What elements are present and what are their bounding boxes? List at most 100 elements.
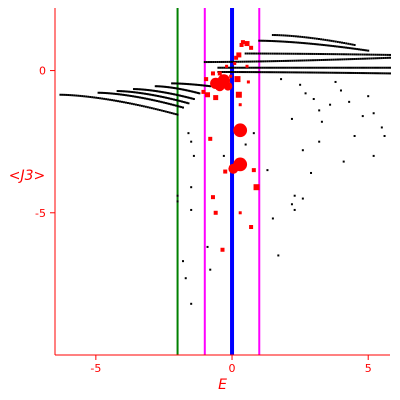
data-point: [157, 100, 160, 103]
data-point: [346, 71, 349, 74]
data-point: [178, 105, 181, 108]
data-point: [356, 66, 359, 69]
data-point: [294, 35, 297, 38]
data-point: [279, 66, 282, 69]
marker-point: [253, 184, 260, 191]
data-point: [138, 96, 141, 99]
data-point: [254, 71, 257, 74]
data-point: [384, 56, 387, 59]
data-point: [263, 39, 266, 42]
data-point: [319, 53, 322, 56]
data-point: [156, 100, 159, 103]
data-point: [261, 71, 264, 74]
data-point: [161, 101, 164, 104]
data-point: [328, 58, 331, 61]
data-point: [164, 96, 167, 99]
data-point: [358, 66, 361, 69]
data-point: [121, 90, 124, 93]
data-point: [194, 83, 197, 86]
data-point: [139, 88, 142, 91]
data-point: [305, 52, 308, 55]
data-point: [99, 91, 102, 94]
data-point: [252, 66, 255, 69]
data-point: [310, 171, 313, 174]
data-point: [193, 83, 196, 86]
data-point: [300, 66, 303, 69]
marker-point: [246, 80, 250, 84]
data-point: [177, 82, 180, 85]
marker-point: [220, 247, 225, 252]
data-point: [284, 71, 287, 74]
data-point: [145, 97, 148, 100]
marker-point: [234, 76, 241, 83]
data-point: [298, 71, 301, 74]
data-point: [116, 93, 119, 96]
marker-point: [229, 74, 233, 78]
data-point: [252, 71, 255, 74]
data-point: [304, 71, 307, 74]
data-point: [126, 94, 129, 97]
data-point: [330, 58, 333, 61]
data-point: [335, 66, 338, 69]
data-point: [284, 40, 287, 43]
data-point: [144, 92, 147, 95]
data-point: [97, 96, 100, 99]
data-point: [124, 101, 127, 104]
data-point: [259, 60, 262, 63]
data-point: [188, 96, 191, 99]
data-point: [313, 52, 316, 55]
data-point: [272, 60, 275, 63]
data-point: [250, 71, 253, 74]
data-point: [279, 71, 282, 74]
data-point: [352, 71, 355, 74]
data-point: [341, 58, 344, 61]
data-point: [150, 93, 153, 96]
data-point: [367, 95, 370, 98]
data-point: [218, 60, 221, 63]
data-point: [278, 40, 281, 43]
data-point: [309, 59, 312, 62]
data-point: [368, 53, 371, 56]
data-point: [175, 82, 178, 85]
data-point: [226, 60, 229, 63]
data-point: [149, 89, 152, 92]
data-point: [296, 71, 299, 74]
data-point: [168, 86, 171, 89]
data-point: [183, 88, 186, 91]
data-point: [232, 71, 235, 74]
data-point: [196, 83, 199, 86]
data-point: [265, 52, 268, 55]
data-point: [192, 90, 195, 93]
data-point: [289, 41, 292, 44]
data-point: [306, 42, 309, 45]
marker-point: [223, 81, 233, 91]
data-point: [311, 37, 314, 40]
data-point: [313, 71, 316, 74]
data-point: [166, 102, 169, 105]
data-point: [182, 106, 185, 109]
data-point: [249, 60, 252, 63]
data-point: [291, 59, 294, 62]
data-point: [154, 99, 157, 102]
data-point: [145, 92, 148, 95]
marker-point: [205, 92, 211, 98]
data-point: [131, 91, 134, 94]
data-point: [269, 66, 272, 69]
data-point: [307, 59, 310, 62]
data-point: [326, 58, 329, 61]
data-point: [322, 38, 325, 41]
data-point: [182, 260, 185, 263]
data-point: [206, 245, 209, 248]
data-point: [275, 66, 278, 69]
data-point: [357, 48, 360, 51]
data-point: [375, 72, 378, 75]
data-point: [166, 111, 169, 114]
data-point: [140, 96, 143, 99]
data-point: [348, 47, 351, 50]
data-point: [186, 89, 189, 92]
data-point: [93, 96, 96, 99]
data-point: [376, 53, 379, 56]
data-point: [187, 89, 190, 92]
data-point: [187, 83, 190, 86]
data-point: [190, 302, 193, 305]
